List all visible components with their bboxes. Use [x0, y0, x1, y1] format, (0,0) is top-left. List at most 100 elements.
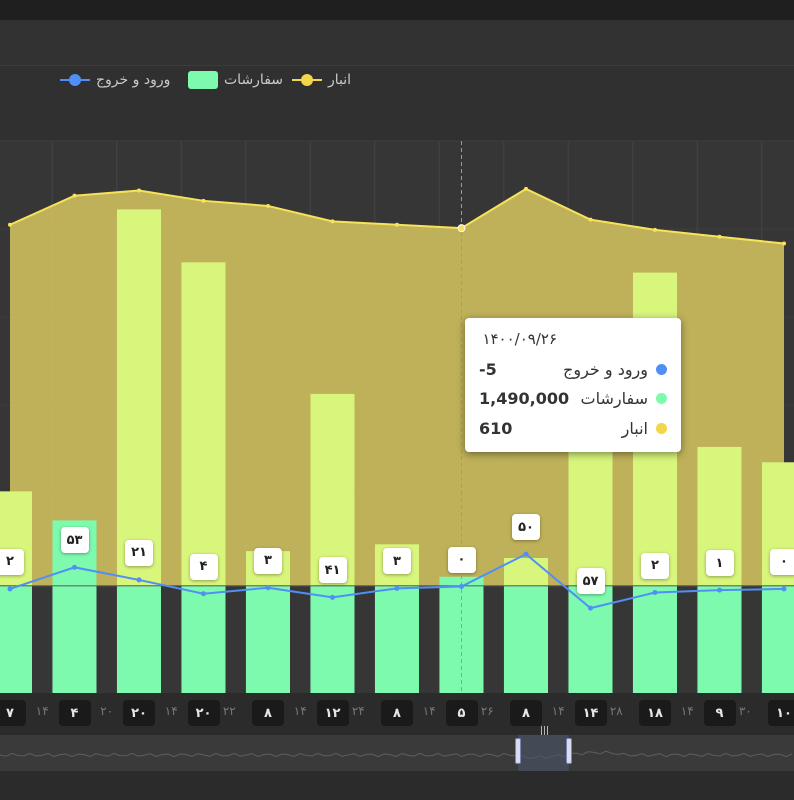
x-tick-faint-label: ۲۸ [609, 704, 623, 718]
legend-label-in-out: ورود و خروج [96, 72, 171, 88]
in-out-point [459, 584, 464, 590]
range-handle-right[interactable] [566, 738, 572, 764]
orders-bar [310, 585, 355, 693]
legend-band [0, 66, 794, 141]
scrollbar-track [0, 735, 794, 771]
in-out-data-label: ۴۱ [318, 557, 347, 584]
in-out-data-label: ۵۰ [512, 514, 540, 541]
tooltip-name-in-out: ورود و خروج [563, 359, 648, 379]
x-tick-label: ۷ [0, 700, 26, 726]
top-bar [0, 0, 794, 20]
x-tick-label: ۱۸ [639, 700, 671, 726]
inventory-point [266, 203, 270, 208]
legend-item-orders[interactable]: سفارشات [188, 70, 283, 90]
range-handle-left[interactable] [515, 738, 521, 764]
x-tick-label: ۸ [381, 700, 413, 726]
x-tick-label: ۸ [252, 700, 284, 726]
x-tick-faint-label: ۳۰ [738, 704, 752, 718]
orders-bar-upper [181, 262, 226, 586]
in-out-data-label: ۵۷ [576, 568, 605, 595]
inventory-point [524, 186, 528, 191]
legend-swatch-inventory [292, 73, 322, 87]
tooltip-value-in-out: -5 [479, 359, 497, 379]
orders-bar [181, 585, 226, 693]
tooltip-row-orders: 1,490,000 سفارشات [479, 387, 667, 409]
x-tick-faint-label: ۲۴ [351, 704, 365, 718]
in-out-data-label: ۰ [770, 548, 794, 575]
orders-bar [0, 585, 32, 693]
x-tick-label: ۲۰ [123, 700, 155, 726]
orders-bar [697, 585, 742, 693]
in-out-point [201, 591, 206, 597]
tooltip-dot-orders [656, 392, 667, 404]
x-tick-faint-label: ۱۴ [551, 704, 565, 718]
inventory-point [395, 222, 399, 227]
inventory-point [72, 193, 77, 198]
series-lines [7, 186, 787, 611]
x-tick-faint-label: ۲۶ [480, 704, 494, 718]
tooltip-date: ۱۴۰۰/۰۹/۲۶ [482, 330, 557, 348]
in-out-data-label: ۲۱ [125, 539, 153, 566]
orders-bar [633, 585, 677, 693]
orders-bar [117, 585, 161, 693]
x-tick-faint-label: ۲۲ [222, 704, 236, 718]
inventory-point [782, 241, 786, 246]
in-out-point [330, 594, 335, 600]
orders-bar [762, 585, 794, 693]
scrollbar-window [518, 735, 569, 771]
in-out-data-label: ۱ [705, 550, 734, 577]
orders-bar [375, 585, 419, 693]
orders-bar [568, 585, 613, 693]
in-out-data-label: ۵۳ [60, 527, 89, 554]
orders-bar-upper [117, 209, 161, 586]
x-tick-label: ۹ [703, 700, 736, 726]
tooltip-name-orders: سفارشات [580, 388, 648, 408]
tooltip-dot-inventory [656, 422, 667, 434]
x-tick-label: ۱۲ [316, 700, 349, 726]
orders-bar [504, 585, 548, 693]
in-out-data-label: ۲ [0, 548, 24, 575]
x-tick-label: ۲۰ [187, 700, 220, 726]
legend-item-in-out[interactable]: ورود و خروج [60, 70, 170, 90]
tooltip-value-inventory: 610 [479, 418, 513, 438]
tooltip-value-orders: 1,490,000 [479, 388, 570, 408]
x-tick-faint-label: ۱۴ [680, 704, 694, 718]
inventory-point [137, 188, 141, 193]
in-out-data-label: ۲ [641, 552, 669, 579]
in-out-point [523, 551, 529, 557]
range-grip-icon[interactable]: ||| [540, 726, 550, 736]
header-band [0, 20, 794, 66]
in-out-point [781, 586, 787, 592]
inventory-point [201, 198, 206, 203]
in-out-point [72, 564, 77, 570]
in-out-point [588, 605, 593, 611]
tooltip-name-inventory: انبار [621, 418, 648, 438]
x-tick-label: ۸ [510, 700, 542, 726]
x-tick-faint-label: ۱۴ [422, 704, 436, 718]
in-out-point [7, 586, 13, 592]
tooltip-dot-in-out [656, 363, 667, 375]
in-out-point [717, 587, 722, 593]
chart-tooltip: ۱۴۰۰/۰۹/۲۶ -5 ورود و خروج 1,490,000 سفار… [465, 318, 681, 452]
legend-item-inventory[interactable]: انبار [292, 70, 351, 90]
legend-label-orders: سفارشات [224, 72, 284, 88]
x-tick-label: ۵ [445, 700, 478, 726]
x-tick-faint-label: ۱۴ [293, 704, 307, 718]
inventory-active-point [457, 224, 466, 233]
in-out-point [265, 585, 271, 591]
inventory-point [717, 234, 722, 239]
in-out-data-label: ۳ [383, 548, 411, 575]
orders-bar [246, 585, 290, 693]
in-out-data-label: ۴ [189, 553, 218, 580]
legend-swatch-in-out [60, 73, 90, 87]
x-tick-faint-label: ۱۴ [164, 704, 178, 718]
x-tick-label: ۱۴ [574, 700, 607, 726]
tooltip-row-inventory: 610 انبار [479, 417, 667, 439]
x-tick-label: ۱۰ [768, 700, 794, 726]
in-out-data-label: ۰ [447, 546, 476, 573]
x-tick-label: ۴ [58, 700, 91, 726]
inventory-point [8, 222, 12, 227]
inventory-point [330, 219, 335, 224]
range-scrollbar[interactable] [0, 735, 794, 771]
